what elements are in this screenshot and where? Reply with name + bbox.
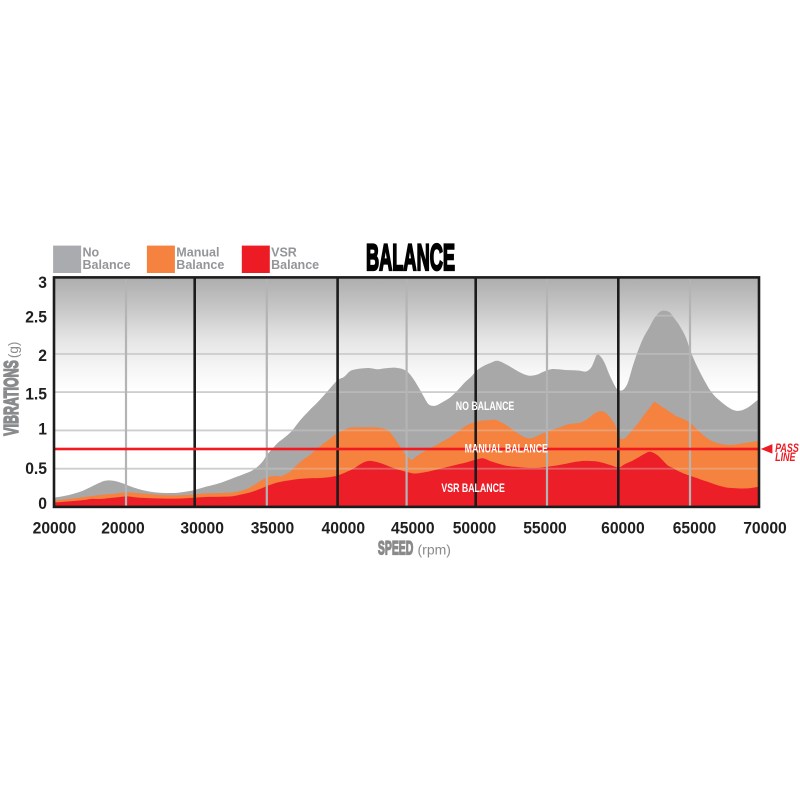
svg-text:35000: 35000 bbox=[251, 519, 295, 537]
svg-text:NO BALANCE: NO BALANCE bbox=[456, 400, 515, 414]
svg-text:45000: 45000 bbox=[391, 519, 435, 537]
svg-text:60000: 60000 bbox=[601, 519, 645, 537]
svg-text:40000: 40000 bbox=[322, 519, 366, 537]
svg-text:1.5: 1.5 bbox=[25, 385, 47, 403]
svg-text:65000: 65000 bbox=[673, 519, 717, 537]
svg-text:20000: 20000 bbox=[33, 519, 77, 537]
svg-text:3: 3 bbox=[38, 274, 47, 292]
svg-text:VSR: VSR bbox=[271, 244, 297, 259]
svg-text:Balance: Balance bbox=[83, 256, 131, 271]
svg-text:20000: 20000 bbox=[101, 519, 145, 537]
svg-text:(rpm): (rpm) bbox=[418, 541, 451, 557]
svg-text:30000: 30000 bbox=[180, 519, 224, 537]
svg-text:MANUAL BALANCE: MANUAL BALANCE bbox=[465, 442, 548, 456]
svg-text:50000: 50000 bbox=[453, 519, 497, 537]
svg-text:Balance: Balance bbox=[176, 256, 224, 271]
svg-text:0.5: 0.5 bbox=[25, 460, 47, 478]
svg-text:1: 1 bbox=[38, 420, 47, 438]
svg-text:(g): (g) bbox=[6, 342, 21, 359]
svg-text:VIBRATIONS: VIBRATIONS bbox=[0, 360, 23, 435]
svg-text:Manual: Manual bbox=[176, 244, 219, 259]
svg-text:2.5: 2.5 bbox=[25, 308, 47, 326]
svg-text:VSR BALANCE: VSR BALANCE bbox=[441, 482, 504, 496]
svg-text:55000: 55000 bbox=[523, 519, 567, 537]
svg-text:0: 0 bbox=[38, 494, 47, 512]
svg-text:No: No bbox=[83, 244, 100, 259]
svg-text:LINE: LINE bbox=[775, 452, 796, 464]
svg-text:PASS: PASS bbox=[775, 443, 799, 455]
svg-text:SPEED: SPEED bbox=[378, 538, 413, 559]
svg-text:2: 2 bbox=[38, 347, 47, 365]
svg-text:Balance: Balance bbox=[271, 256, 319, 271]
svg-text:70000: 70000 bbox=[743, 519, 787, 537]
svg-text:BALANCE: BALANCE bbox=[366, 237, 455, 279]
